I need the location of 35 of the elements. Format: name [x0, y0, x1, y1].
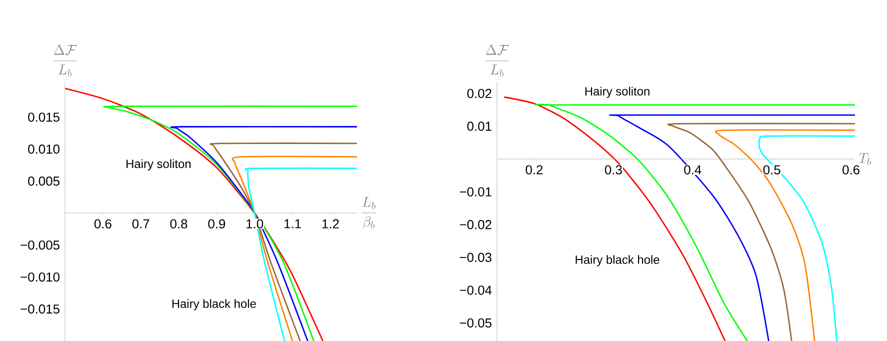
- annotation: Hairy black hole: [172, 299, 256, 310]
- x-tick-label: 0.3: [604, 165, 622, 174]
- y-axis-title: $\frac{\Delta\mathcal{F}}{L_b}$: [53, 44, 77, 76]
- y-tick-label: −0.04: [460, 285, 492, 295]
- x-tick-label: 1.0: [246, 219, 264, 228]
- y-tick-label: −0.005: [20, 240, 60, 250]
- annotation: Hairy soliton: [585, 86, 650, 98]
- x-tick-label: 0.9: [208, 219, 226, 228]
- y-tick-label: 0.005: [28, 176, 60, 186]
- y-tick-label: 0.02: [467, 88, 492, 98]
- y-tick-label: −0.010: [20, 272, 60, 282]
- y-tick-label: −0.03: [460, 252, 492, 262]
- y-tick-label: −0.015: [20, 304, 60, 314]
- x-tick-label: 0.5: [763, 165, 780, 174]
- x-tick-label: 1.2: [322, 219, 339, 228]
- y-tick-label: −0.05: [460, 318, 492, 328]
- x-tick-label: 0.7: [132, 219, 150, 228]
- x-tick-label: 0.6: [94, 219, 112, 228]
- x-tick-label: 0.4: [684, 165, 702, 174]
- x-tick-label: 0.2: [526, 165, 543, 174]
- line-series: [65, 88, 324, 341]
- y-tick-label: −0.02: [460, 220, 492, 230]
- y-tick-label: 0.015: [28, 112, 60, 122]
- line-series: [503, 96, 726, 341]
- y-axis-title: $\frac{\Delta\mathcal{F}}{L_b}$: [485, 44, 509, 77]
- y-tick-label: 0.01: [467, 122, 492, 131]
- x-tick-label: 0.8: [170, 219, 188, 228]
- x-axis-title: $\frac{L_b}{\beta_b}$: [362, 196, 376, 230]
- annotation: Hairy soliton: [126, 159, 191, 170]
- annotation: Hairy black hole: [576, 255, 660, 266]
- x-tick-label: 0.6: [842, 165, 860, 174]
- x-axis-title: $T_b$: [858, 153, 871, 165]
- y-tick-label: 0.010: [28, 144, 60, 154]
- y-tick-label: −0.01: [460, 187, 492, 196]
- x-tick-label: 1.1: [284, 219, 301, 228]
